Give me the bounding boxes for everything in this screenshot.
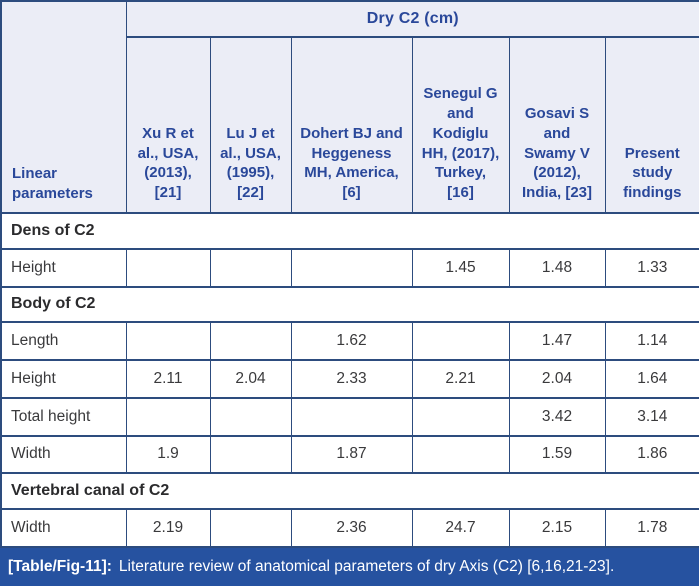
- data-cell: [209, 247, 292, 288]
- data-cell: 2.04: [508, 359, 606, 399]
- row-label: Height: [0, 359, 127, 399]
- table-title: Dry C2 (cm): [125, 0, 699, 38]
- column-header-gosavi: Gosavi S and Swamy V (2012), India, [23]: [508, 36, 606, 214]
- section-label: Vertebral canal of C2: [0, 472, 699, 511]
- corner-header-linear-parameters: Linear parameters: [0, 0, 127, 214]
- data-cell: 1.47: [508, 321, 606, 361]
- data-cell: [125, 247, 211, 288]
- column-header-xu-r: Xu R et al., USA, (2013), [21]: [125, 36, 211, 214]
- data-cell: 3.42: [508, 396, 606, 437]
- column-header-dohert: Dohert BJ and Heggeness MH, America, [6]: [290, 36, 413, 214]
- row-label: Total height: [0, 396, 127, 437]
- column-header-senegul: Senegul G and Kodiglu HH, (2017), Turkey…: [411, 36, 510, 214]
- section-label: Body of C2: [0, 285, 699, 324]
- data-cell: 24.7: [411, 508, 510, 548]
- data-cell: 1.87: [290, 434, 413, 475]
- data-cell: 3.14: [604, 396, 699, 437]
- column-header-lu-j: Lu J et al., USA, (1995), [22]: [209, 36, 292, 214]
- data-cell: 2.19: [125, 508, 211, 548]
- row-label: Height: [0, 247, 127, 288]
- section-row-dens: Dens of C2: [0, 212, 699, 250]
- data-cell: 2.11: [125, 359, 211, 399]
- caption-bar: [Table/Fig-11]: Literature review of ana…: [0, 548, 699, 586]
- data-cell: [209, 321, 292, 361]
- data-cell: [125, 321, 211, 361]
- row-label: Width: [0, 508, 127, 548]
- data-cell: [411, 434, 510, 475]
- data-cell: 1.33: [604, 247, 699, 288]
- table-row-body-total-height: Total height 3.42 3.14: [0, 396, 699, 437]
- data-cell: 1.86: [604, 434, 699, 475]
- data-cell: [209, 434, 292, 475]
- title-row: Linear parameters Dry C2 (cm): [0, 0, 699, 214]
- section-label: Dens of C2: [0, 212, 699, 250]
- data-cell: 2.33: [290, 359, 413, 399]
- data-cell: [290, 247, 413, 288]
- column-header-present-study: Present study findings: [604, 36, 699, 214]
- data-cell: [290, 396, 413, 437]
- table-row-canal-width: Width 2.19 2.36 24.7 2.15 1.78: [0, 508, 699, 548]
- data-cell: 2.21: [411, 359, 510, 399]
- section-row-body: Body of C2: [0, 285, 699, 324]
- data-cell: 2.36: [290, 508, 413, 548]
- data-cell: 2.04: [209, 359, 292, 399]
- data-cell: [125, 396, 211, 437]
- data-cell: 1.14: [604, 321, 699, 361]
- data-cell: [209, 396, 292, 437]
- data-cell: [209, 508, 292, 548]
- data-cell: 1.45: [411, 247, 510, 288]
- data-cell: [411, 396, 510, 437]
- caption-text: Literature review of anatomical paramete…: [118, 558, 615, 575]
- table-row-body-width: Width 1.9 1.87 1.59 1.86: [0, 434, 699, 475]
- table-row-dens-height: Height 1.45 1.48 1.33: [0, 247, 699, 288]
- table-row-body-length: Length 1.62 1.47 1.14: [0, 321, 699, 361]
- column-header-row: Xu R et al., USA, (2013), [21] Lu J et a…: [1, 36, 699, 214]
- data-cell: 1.9: [125, 434, 211, 475]
- data-cell: 1.59: [508, 434, 606, 475]
- data-cell: 1.64: [604, 359, 699, 399]
- data-cell: 1.62: [290, 321, 413, 361]
- parameters-table: Linear parameters Dry C2 (cm) Xu R et al…: [0, 0, 699, 548]
- caption-tag: [Table/Fig-11]:: [8, 558, 112, 575]
- table-row-body-height: Height 2.11 2.04 2.33 2.21 2.04 1.64: [0, 359, 699, 399]
- data-cell: 1.78: [604, 508, 699, 548]
- section-row-vertebral-canal: Vertebral canal of C2: [0, 472, 699, 511]
- row-label: Width: [0, 434, 127, 475]
- row-label: Length: [0, 321, 127, 361]
- data-cell: 1.48: [508, 247, 606, 288]
- data-cell: 2.15: [508, 508, 606, 548]
- data-cell: [411, 321, 510, 361]
